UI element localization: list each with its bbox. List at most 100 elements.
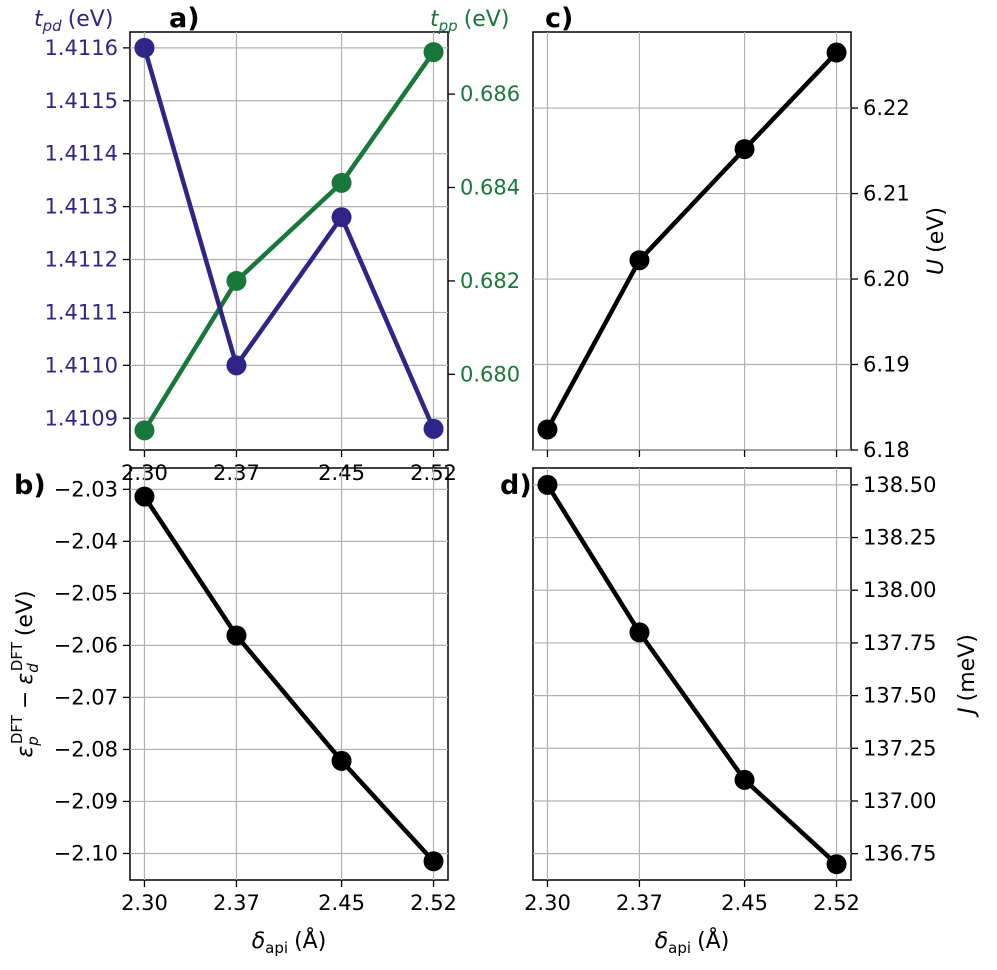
pd-x-tick-label: 2.52 (813, 891, 860, 915)
pb-y-tick-label: −2.06 (54, 633, 118, 657)
pa-y-tick-label: 0.680 (460, 362, 520, 386)
panel-a: 1.4109 1.4110 1.4111 1.4112 1.4113 1.4114 1.41… (34, 3, 520, 485)
pc-series-point (826, 42, 847, 63)
tpd-series-point (331, 207, 352, 228)
pa-y-tick-label: 1.4110 (45, 353, 118, 377)
pb-x-tick-label: 2.45 (318, 891, 365, 915)
pc-y-tick-label: 6.19 (863, 353, 910, 377)
pd-y-tick-label: 137.50 (863, 684, 936, 708)
eps-d-main: ε (13, 673, 38, 685)
u-label-main: U (924, 259, 949, 275)
eps-p-sup: DFT (8, 714, 26, 744)
pc-series-line (545, 50, 839, 431)
tpd-series-point (134, 37, 155, 58)
tpp-label-main: t (430, 7, 440, 32)
pd-y-tick-label: 137.25 (863, 736, 936, 760)
pb-x-tick-label: 2.30 (121, 891, 168, 915)
pd-series-point (629, 622, 650, 643)
panel-c: 6.18 6.19 6.20 6.21 6.22 c) U (eV) (532, 3, 949, 462)
panel-b-xlabel-unit: (Å) (294, 927, 326, 954)
tpp-label-sub: pp (438, 17, 458, 35)
pb-y-tick-label: −2.04 (54, 529, 118, 553)
pc-y-tick-label: 6.21 (863, 182, 910, 206)
panel-c-frame (532, 31, 852, 451)
panel-d-x-axis-label: δapi (Å) (655, 927, 730, 957)
panel-b: −2.10 −2.09 −2.08 −2.07 −2.06 −2.05 −2.04 −2.03… (8, 467, 457, 957)
pd-series-line (545, 483, 839, 866)
j-label-main: J (955, 707, 980, 718)
pb-y-tick-label: −2.10 (54, 841, 118, 865)
pd-y-tick-label: 138.50 (863, 473, 936, 497)
pb-series-point (423, 851, 444, 872)
eps-p-sub: p (24, 736, 42, 747)
pb-series-line (142, 495, 436, 863)
pa-y-tick-label: 1.4114 (45, 142, 118, 166)
u-label-unit: (eV) (924, 207, 949, 253)
tpd-axis-label: tpd (eV) (34, 7, 113, 35)
pb-series-point (226, 625, 247, 646)
eps-d-sub: d (24, 663, 42, 673)
pd-x-tick-label: 2.30 (524, 891, 571, 915)
tpp-series-point (423, 42, 444, 63)
pa-y-tick-label: 0.682 (460, 269, 520, 293)
eps-p-main: ε (13, 746, 38, 758)
eps-axis-label: εpDFT−εdDFT(eV) (8, 590, 42, 757)
eps-minus: − (13, 691, 38, 709)
tpd-series-point (423, 418, 444, 439)
eps-unit: (eV) (13, 590, 38, 636)
tpp-label-unit: (eV) (464, 7, 510, 32)
panel-b-label: b) (14, 470, 46, 501)
pc-y-tick-label: 6.20 (863, 267, 910, 291)
j-label-unit: (meV) (955, 634, 980, 701)
tpd-label-sub: pd (42, 17, 63, 35)
pa-y-tick-label: 1.4111 (45, 300, 118, 324)
pd-y-tick-label: 137.00 (863, 789, 936, 813)
pb-y-tick-label: −2.07 (54, 685, 118, 709)
eps-d-sup: DFT (8, 641, 26, 671)
pa-y-tick-label: 1.4115 (45, 89, 118, 113)
pb-y-tick-label: −2.05 (54, 581, 118, 605)
pc-series-point (734, 139, 755, 160)
u-axis-label: U (eV) (924, 207, 949, 275)
pa-y-tick-label: 0.684 (460, 176, 520, 200)
tpp-series-point (331, 172, 352, 193)
panel-c-label: c) (545, 3, 573, 34)
panel-d-xlabel-unit: (Å) (697, 927, 729, 954)
panel-b-x-axis-label: δapi (Å) (252, 927, 327, 957)
pb-y-tick-label: −2.09 (54, 789, 118, 813)
pd-x-tick-label: 2.37 (616, 891, 663, 915)
pc-series-point (629, 250, 650, 271)
panel-a-label: a) (169, 3, 200, 34)
tpp-series-point (134, 420, 155, 441)
pd-series-point (537, 474, 558, 495)
pb-series-point (331, 750, 352, 771)
tpd-label-unit: (eV) (68, 7, 114, 32)
panel-d-xlabel-main: δ (655, 929, 668, 954)
pd-series-point (734, 769, 755, 790)
pb-x-tick-label: 2.37 (213, 891, 260, 915)
tpd-series-point (226, 355, 247, 376)
pb-x-tick-label: 2.52 (410, 891, 457, 915)
tpp-series-point (226, 270, 247, 291)
pa-y-tick-label: 0.686 (460, 82, 520, 106)
pd-x-tick-label: 2.45 (721, 891, 768, 915)
tpd-label-main: t (34, 7, 44, 32)
pb-y-tick-label: −2.03 (54, 477, 118, 501)
pa-y-tick-label: 1.4109 (45, 406, 118, 430)
pd-y-tick-label: 138.25 (863, 526, 936, 550)
panel-a-frame (129, 31, 449, 451)
tpp-series-line (142, 50, 436, 432)
panel-d-frame (532, 467, 852, 881)
pb-y-tick-label: −2.08 (54, 737, 118, 761)
pa-y-tick-label: 1.4113 (45, 195, 118, 219)
pa-y-tick-label: 1.4112 (45, 248, 118, 272)
pb-series-point (134, 486, 155, 507)
panel-d-xlabel-sub: api (668, 939, 691, 957)
pc-series-point (537, 419, 558, 440)
pd-series-point (826, 854, 847, 875)
j-axis-label: J (meV) (955, 634, 980, 718)
tpp-axis-label: tpp (eV) (430, 7, 509, 35)
panel-b-frame (129, 467, 449, 881)
pc-y-tick-label: 6.18 (863, 438, 910, 462)
